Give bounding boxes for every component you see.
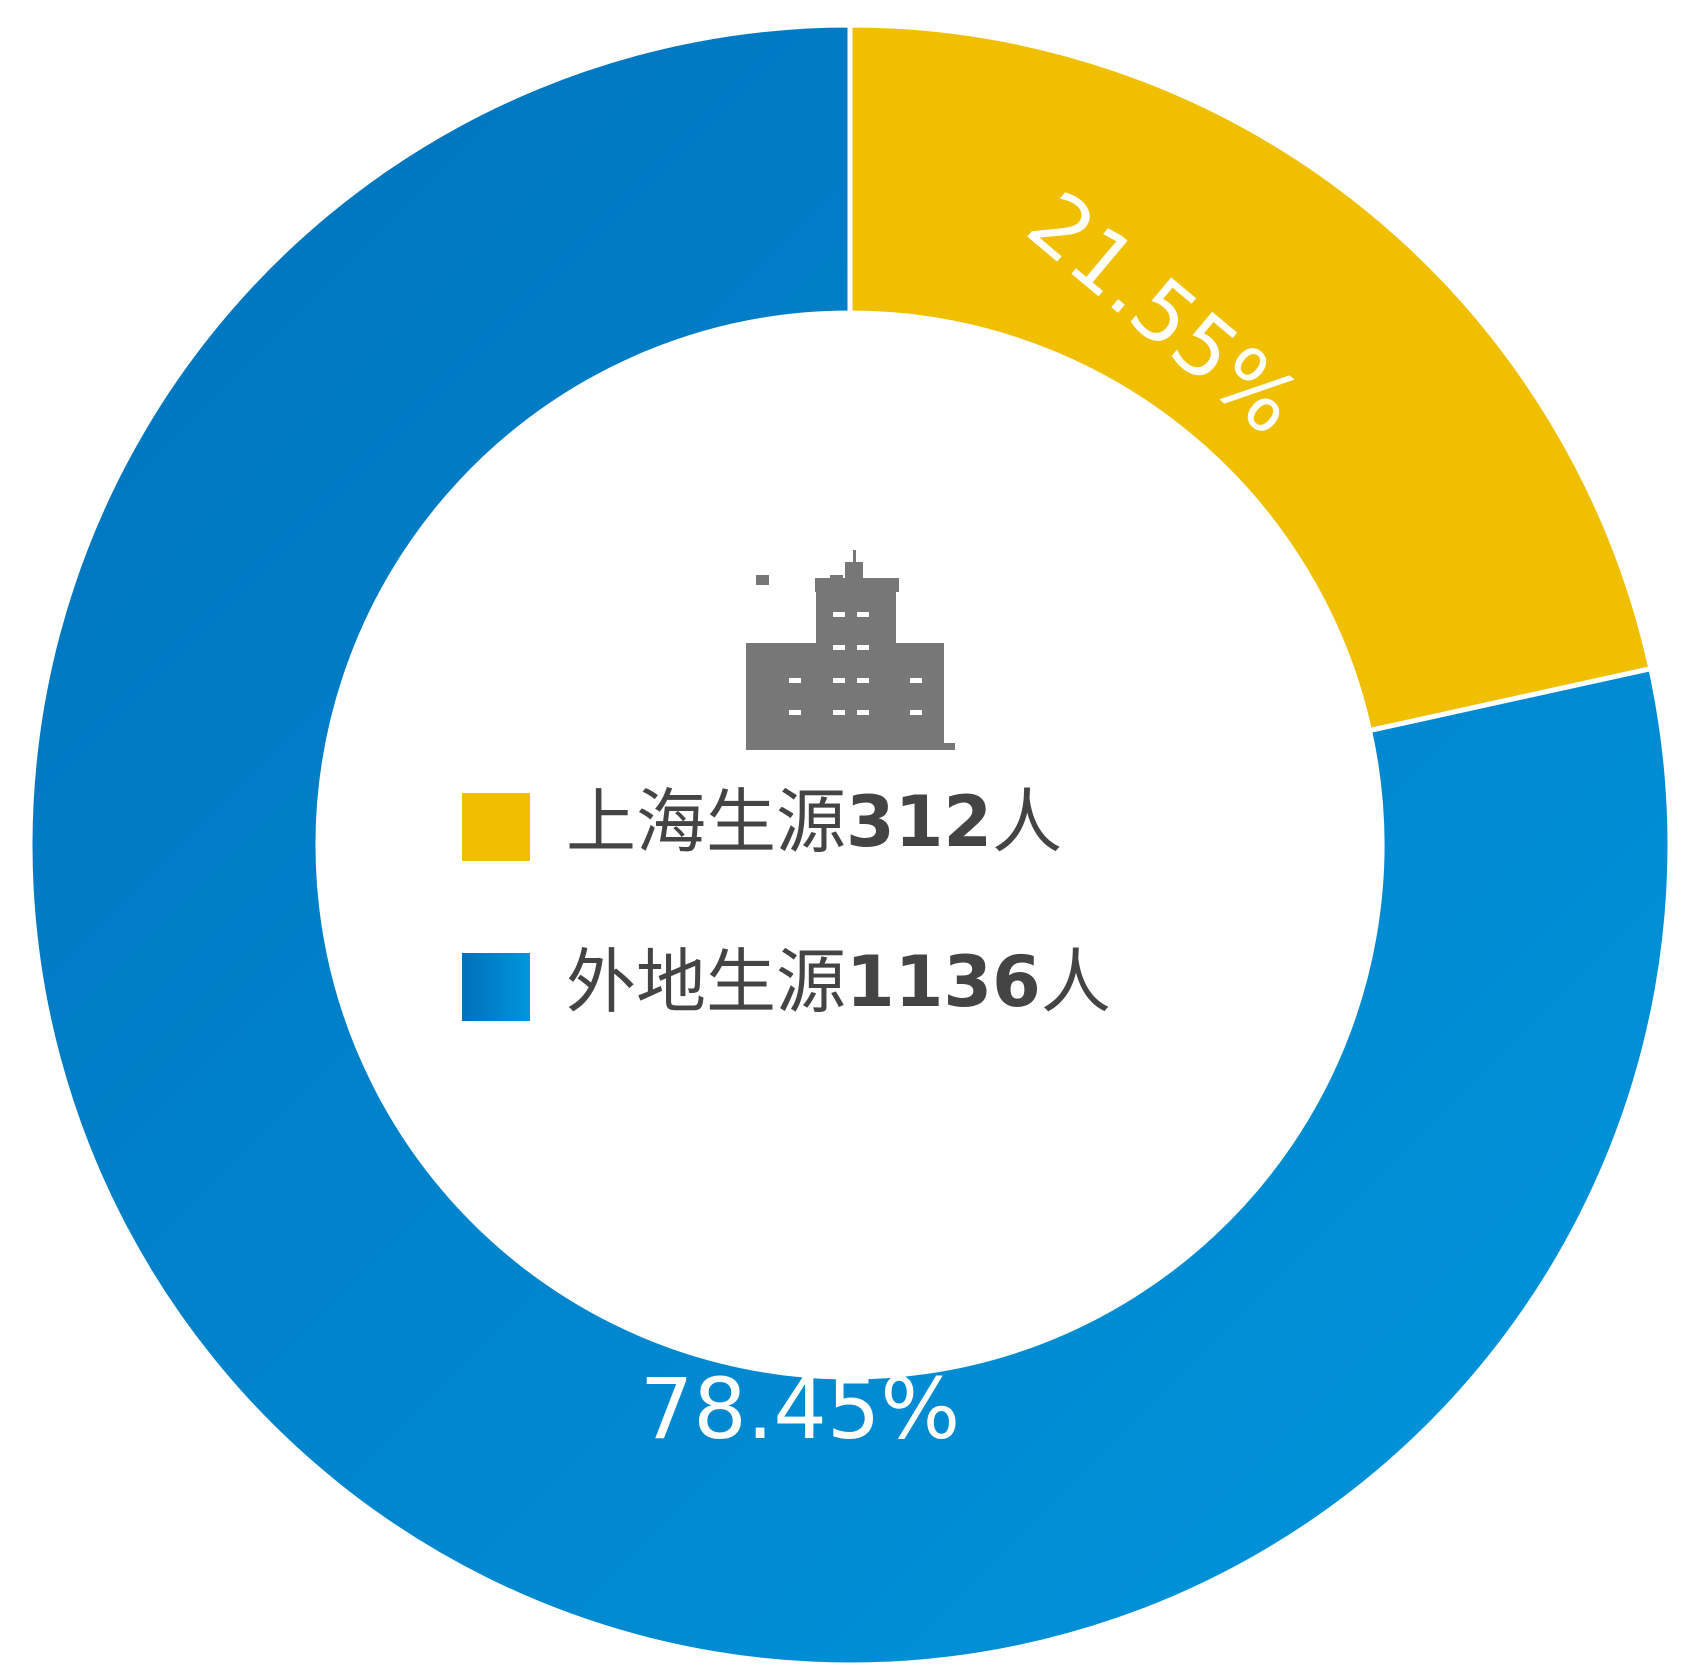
slices — [27, 22, 1673, 1668]
legend-unit: 人 — [992, 781, 1062, 863]
legend-count: 312 — [846, 781, 992, 863]
legend-name: 上海生源 — [566, 781, 846, 863]
legend-name: 外地生源 — [566, 941, 846, 1023]
slice — [27, 22, 1673, 1668]
legend-swatch — [462, 953, 530, 1021]
value-label: 78.45% — [640, 1360, 960, 1458]
legend-count: 1136 — [846, 941, 1041, 1023]
legend-label: 外地生源1136人 — [566, 941, 1111, 1023]
legend-label: 上海生源312人 — [566, 781, 1062, 863]
legend-swatch — [462, 793, 530, 861]
building-icon — [746, 550, 955, 750]
slice — [847, 22, 1654, 734]
legend-unit: 人 — [1041, 941, 1111, 1023]
